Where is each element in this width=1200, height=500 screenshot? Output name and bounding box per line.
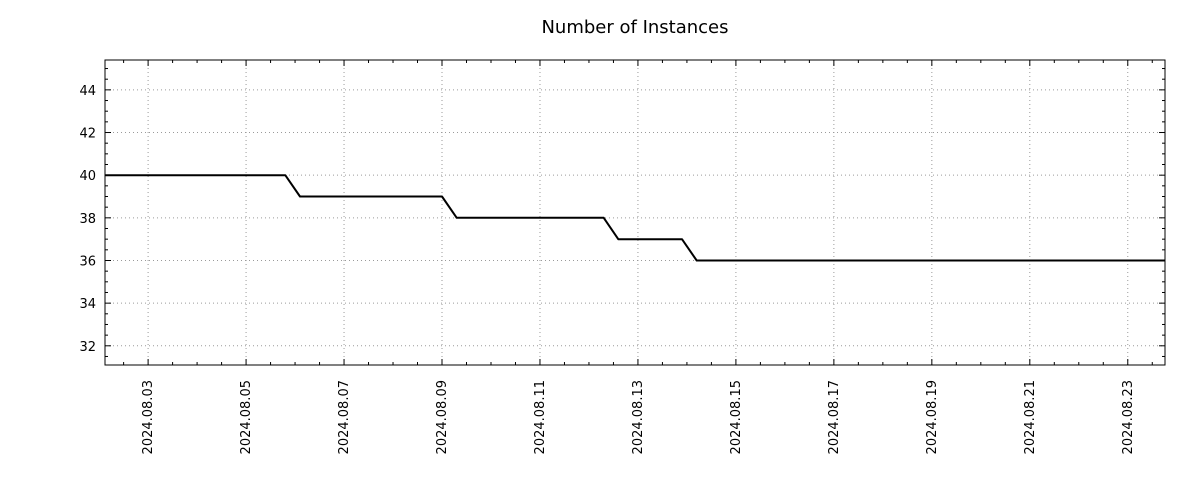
x-tick-label: 2024.08.07 [337,380,352,454]
chart-title: Number of Instances [541,17,728,38]
x-tick-label: 2024.08.23 [1121,380,1136,454]
x-tick-label: 2024.08.19 [925,380,940,454]
x-tick-label: 2024.08.09 [435,380,450,454]
x-tick-label: 2024.08.17 [827,380,842,454]
x-tick-label: 2024.08.11 [533,380,548,454]
y-tick-label: 38 [79,212,96,227]
y-tick-label: 34 [79,297,96,312]
x-tick-label: 2024.08.13 [631,380,646,454]
y-tick-label: 42 [79,127,96,142]
axis-ticks [105,60,1165,365]
x-tick-label: 2024.08.15 [729,380,744,454]
x-tick-label: 2024.08.03 [141,380,156,454]
y-tick-label: 40 [79,169,96,184]
grid-lines [105,60,1165,365]
instances-line [105,174,1165,262]
data-series-line [105,174,1165,262]
axis-tick-labels: 2024.08.03 2024.08.05 2024.08.07 2024.08.09… [79,84,1135,455]
x-tick-label: 2024.08.05 [239,380,254,454]
x-tick-label: 2024.08.21 [1023,380,1038,454]
y-tick-label: 32 [79,340,96,355]
y-tick-label: 44 [79,84,96,99]
y-tick-label: 36 [79,254,96,269]
plot-border [104,59,1166,366]
